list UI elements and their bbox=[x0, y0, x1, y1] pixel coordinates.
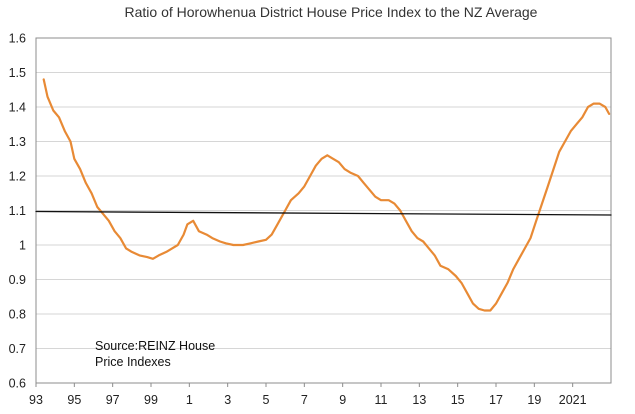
x-tick-label: 95 bbox=[67, 393, 81, 407]
y-tick-label: 1.3 bbox=[9, 135, 26, 149]
y-tick-label: 1.5 bbox=[9, 66, 26, 80]
chart-title: Ratio of Horowhenua District House Price… bbox=[125, 4, 538, 20]
x-tick-label: 19 bbox=[527, 393, 541, 407]
x-tick-label: 17 bbox=[489, 393, 503, 407]
source-note-line: Source:REINZ House bbox=[95, 339, 215, 353]
ratio-series-line bbox=[42, 78, 611, 312]
x-tick-label: 97 bbox=[106, 393, 120, 407]
x-tick-label: 13 bbox=[412, 393, 426, 407]
x-tick-label: 3 bbox=[224, 393, 231, 407]
x-tick-label: 15 bbox=[451, 393, 465, 407]
y-tick-label: 1.1 bbox=[9, 204, 26, 218]
source-note: Source:REINZ House Price Indexes bbox=[95, 339, 215, 369]
y-tick-label: 0.6 bbox=[9, 377, 26, 391]
y-tick-label: 1 bbox=[19, 239, 26, 253]
y-tick-label: 1.6 bbox=[9, 32, 26, 46]
x-tick-label: 11 bbox=[375, 393, 388, 407]
y-axis: 0.6 0.7 0.8 0.9 1 1.1 1.2 1.3 1.4 1.5 1.6 bbox=[9, 32, 26, 391]
x-axis: 93 95 97 99 1 3 5 7 9 11 13 15 17 19 2021 bbox=[29, 383, 587, 407]
grid-lines bbox=[36, 72, 611, 349]
trend-line bbox=[35, 210, 612, 216]
x-tick-label: 5 bbox=[263, 393, 270, 407]
x-tick-label: 9 bbox=[339, 393, 346, 407]
plot-frame bbox=[35, 37, 612, 384]
source-note-line: Price Indexes bbox=[95, 355, 171, 369]
x-tick-label: 2021 bbox=[559, 393, 587, 407]
x-tick-label: 93 bbox=[29, 393, 43, 407]
y-tick-label: 0.8 bbox=[9, 308, 26, 322]
y-tick-label: 0.9 bbox=[9, 273, 26, 287]
y-tick-label: 1.2 bbox=[9, 170, 26, 184]
x-tick-label: 1 bbox=[186, 393, 193, 407]
x-tick-label: 99 bbox=[144, 393, 158, 407]
y-tick-label: 0.7 bbox=[9, 342, 26, 356]
x-tick-label: 7 bbox=[301, 393, 308, 407]
series-group bbox=[35, 78, 612, 312]
y-tick-label: 1.4 bbox=[9, 101, 26, 115]
